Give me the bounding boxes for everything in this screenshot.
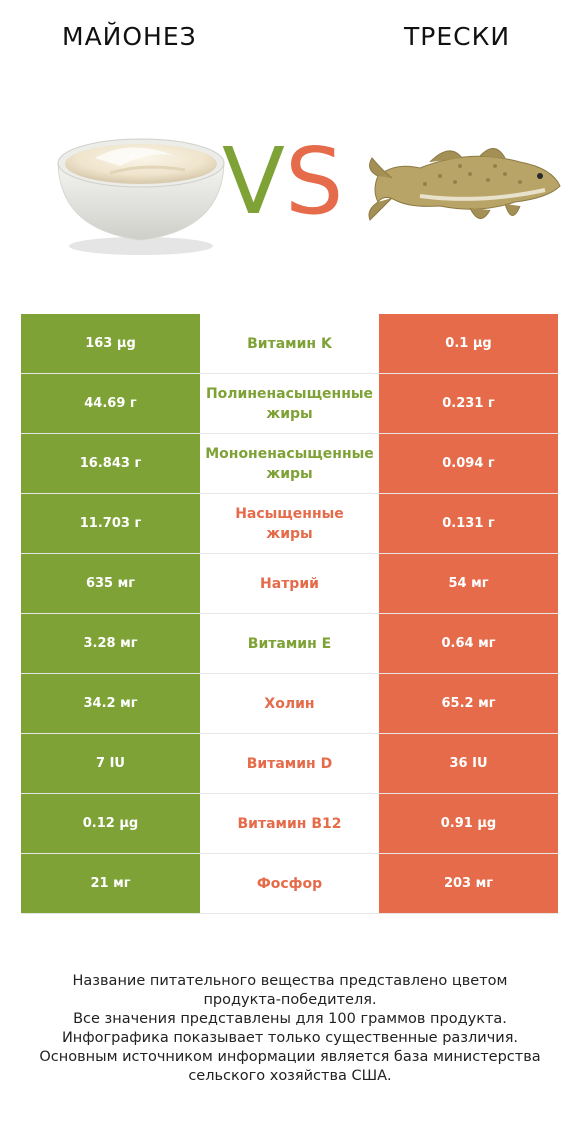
table-row: 16.843 г Мононенасыщенные жиры 0.094 г — [21, 434, 558, 494]
right-value: 0.1 µg — [379, 314, 558, 373]
cod-fish-image — [368, 148, 561, 221]
versus-v: V — [222, 128, 285, 235]
footer-line: продукта-победителя. — [203, 992, 377, 1008]
table-row: 3.28 мг Витамин E 0.64 мг — [21, 614, 558, 674]
right-value: 36 IU — [379, 734, 558, 793]
left-value: 16.843 г — [21, 434, 200, 493]
nutrient-name: Витамин K — [247, 335, 332, 352]
footer-line: Все значения представлены для 100 граммо… — [73, 1011, 507, 1027]
table-row: 0.12 µg Витамин B12 0.91 µg — [21, 794, 558, 854]
right-value: 0.91 µg — [379, 794, 558, 853]
table-row: 7 IU Витамин D 36 IU — [21, 734, 558, 794]
versus-s: S — [284, 128, 344, 235]
nutrient-name: Фосфор — [256, 875, 323, 892]
footer-line: сельского хозяйства США. — [188, 1068, 392, 1084]
nutrient-name: Полиненасыщенные жиры — [205, 385, 374, 422]
right-value: 54 мг — [379, 554, 558, 613]
right-value: 203 мг — [379, 854, 558, 913]
nutrient-name: Мононенасыщенные жиры — [205, 445, 374, 482]
right-value: 0.231 г — [379, 374, 558, 433]
left-value: 635 мг — [21, 554, 200, 613]
table-row: 11.703 г Насыщенные жиры 0.131 г — [21, 494, 558, 554]
versus-label: VS — [222, 132, 343, 232]
nutrient-name: Холин — [264, 695, 315, 712]
nutrient-name: Витамин B12 — [237, 815, 342, 832]
footer-notes: Название питательного вещества представл… — [20, 972, 560, 1086]
footer-line: Основным источником информации является … — [39, 1049, 541, 1065]
left-value: 0.12 µg — [21, 794, 200, 853]
table-row: 635 мг Натрий 54 мг — [21, 554, 558, 614]
right-food-title: ТРЕСКИ — [404, 22, 511, 51]
table-row: 21 мг Фосфор 203 мг — [21, 854, 558, 914]
left-value: 34.2 мг — [21, 674, 200, 733]
left-value: 11.703 г — [21, 494, 200, 553]
footer-line: Инфографика показывает только существенн… — [61, 1030, 519, 1046]
mayonnaise-bowl-image — [57, 138, 225, 255]
table-row: 34.2 мг Холин 65.2 мг — [21, 674, 558, 734]
left-value: 163 µg — [21, 314, 200, 373]
nutrient-name: Витамин D — [246, 755, 333, 772]
left-value: 21 мг — [21, 854, 200, 913]
nutrient-name: Натрий — [260, 575, 319, 592]
nutrient-name: Насыщенные жиры — [235, 505, 344, 542]
left-food-title: МАЙОНЕЗ — [62, 22, 197, 51]
nutrient-name: Витамин E — [247, 635, 332, 652]
right-value: 0.094 г — [379, 434, 558, 493]
left-value: 44.69 г — [21, 374, 200, 433]
hero-images — [57, 138, 561, 255]
table-row: 163 µg Витамин K 0.1 µg — [21, 314, 558, 374]
right-value: 0.64 мг — [379, 614, 558, 673]
table-row: 44.69 г Полиненасыщенные жиры 0.231 г — [21, 374, 558, 434]
left-value: 7 IU — [21, 734, 200, 793]
comparison-table: 163 µg Витамин K 0.1 µg 44.69 г Полиненасыще… — [21, 314, 558, 914]
left-value: 3.28 мг — [21, 614, 200, 673]
right-value: 0.131 г — [379, 494, 558, 553]
footer-line: Название питательного вещества представл… — [72, 973, 508, 989]
right-value: 65.2 мг — [379, 674, 558, 733]
